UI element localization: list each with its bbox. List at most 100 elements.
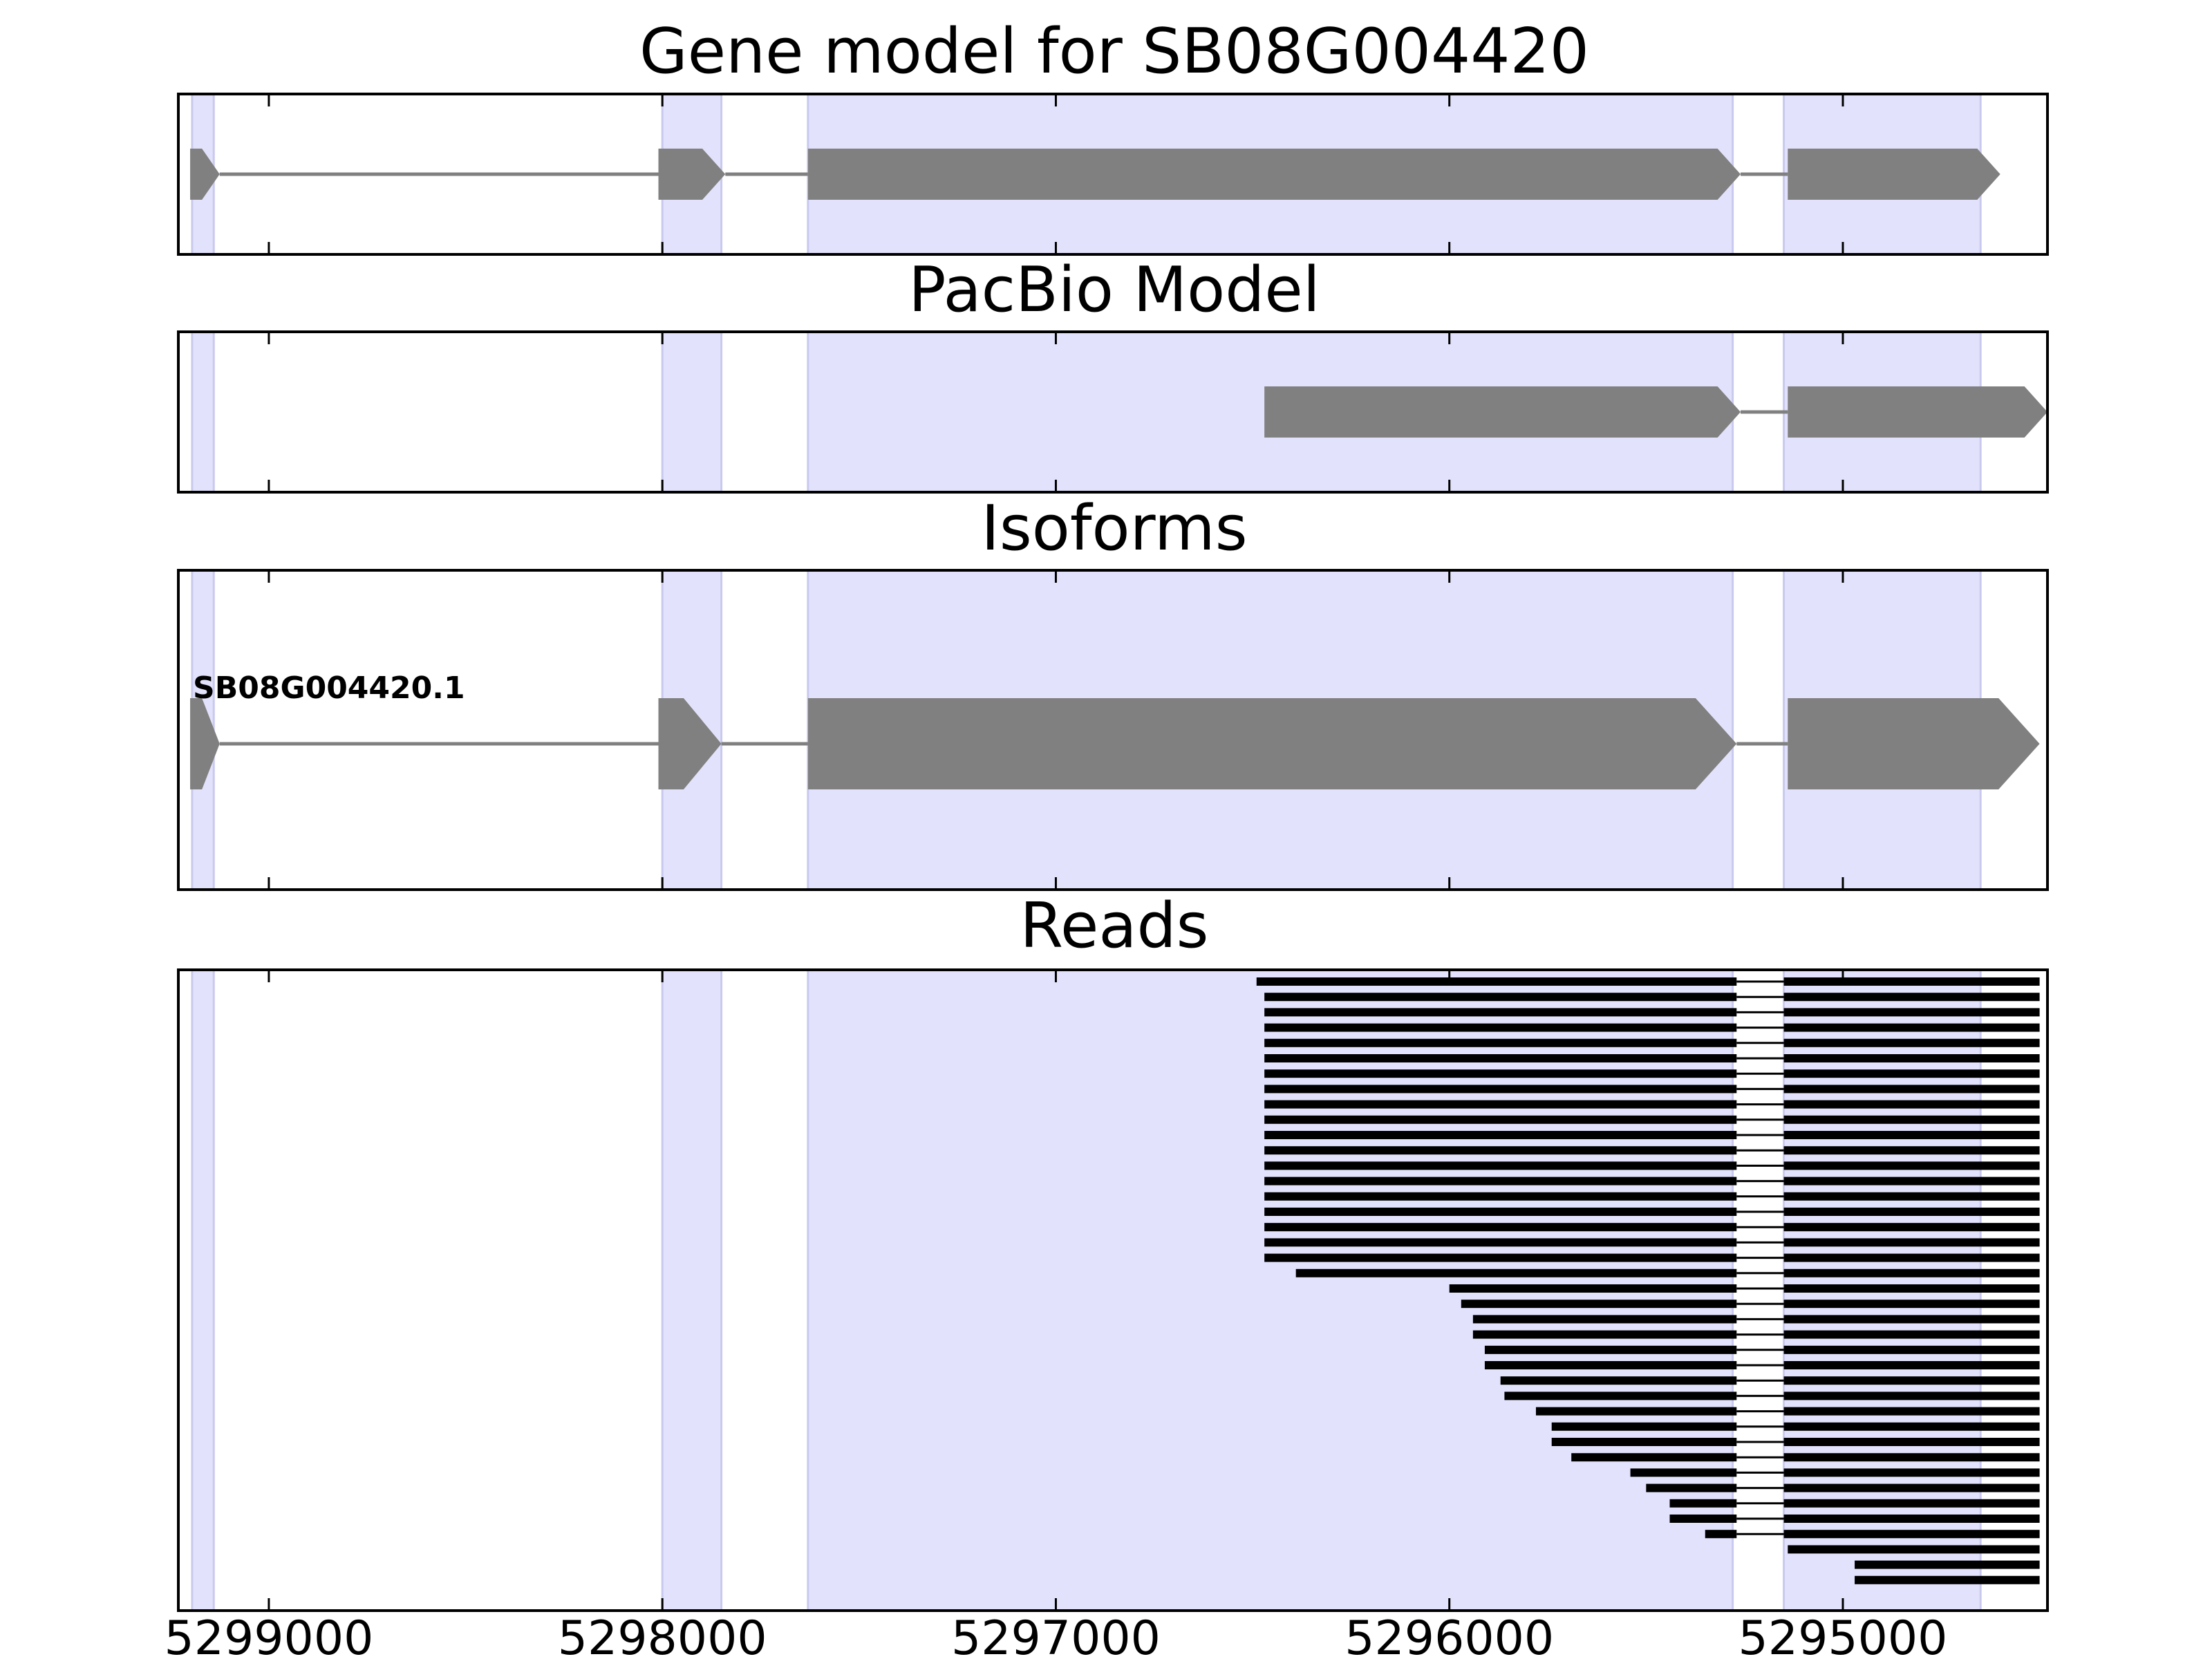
read-19-block-right	[1783, 1268, 2040, 1277]
read-5	[1264, 1054, 2040, 1062]
read-32-block-left	[1630, 1468, 1737, 1477]
x-tick-label-4: 5295000	[1738, 1611, 1948, 1659]
read-35-block-left	[1669, 1515, 1737, 1523]
read-3-block-left	[1264, 1023, 1737, 1032]
read-31	[1571, 1453, 2040, 1462]
read-39-block	[1855, 1575, 2040, 1584]
isoforms-exon-2	[807, 698, 1737, 789]
read-28-block-left	[1535, 1407, 1737, 1416]
x-tick-label-3: 5296000	[1344, 1611, 1554, 1659]
read-9-block-left	[1264, 1115, 1737, 1124]
read-2-block-left	[1264, 1008, 1737, 1017]
read-27-block-right	[1783, 1391, 2040, 1400]
read-3	[1264, 1023, 2040, 1032]
read-15-block-left	[1264, 1208, 1737, 1216]
read-12-block-right	[1783, 1161, 2040, 1170]
read-35	[1669, 1515, 2040, 1523]
pacbio-model-features	[1264, 386, 2047, 438]
read-4	[1264, 1038, 2040, 1047]
reads-panel: Reads	[177, 890, 2049, 1612]
gene_model-exon-3	[1788, 149, 2000, 200]
read-28-block-right	[1783, 1407, 2040, 1416]
read-10-block-right	[1783, 1131, 2040, 1139]
read-2-block-right	[1783, 1008, 2040, 1017]
read-8-block-right	[1783, 1100, 2040, 1109]
read-16	[1264, 1223, 2040, 1232]
isoforms-title: Isoforms	[981, 492, 1247, 565]
read-24-block-left	[1484, 1345, 1737, 1354]
reads-highlight-region-1	[661, 968, 723, 1612]
read-36	[1705, 1530, 2040, 1539]
read-4-block-right	[1783, 1038, 2040, 1047]
read-25	[1484, 1361, 2040, 1369]
read-0-block-left	[1256, 977, 1737, 986]
read-32-block-right	[1783, 1468, 2040, 1477]
read-33-block-left	[1646, 1483, 1737, 1492]
read-31-block-left	[1571, 1453, 1737, 1462]
read-25-block-left	[1484, 1361, 1737, 1369]
read-6	[1264, 1069, 2040, 1078]
reads-title: Reads	[1020, 890, 1208, 962]
read-9-block-right	[1783, 1115, 2040, 1124]
read-27	[1504, 1391, 2040, 1400]
read-34-block-left	[1669, 1499, 1737, 1508]
read-1	[1264, 993, 2040, 1002]
read-33-block-right	[1783, 1483, 2040, 1492]
read-7-block-left	[1264, 1085, 1737, 1094]
read-7	[1264, 1085, 2040, 1094]
gene-model-panel: Gene model for SB08G004420	[177, 15, 2049, 256]
read-35-block-right	[1783, 1515, 2040, 1523]
isoforms-features	[190, 698, 2040, 789]
pacbio_model-exon-0	[1264, 386, 1741, 438]
read-17	[1264, 1238, 2040, 1247]
isoforms-exon-0	[190, 698, 220, 789]
read-24-block-right	[1783, 1345, 2040, 1354]
reads-ticks	[268, 970, 1844, 1611]
isoforms-panel: Isoforms SB08G004420.1	[177, 492, 2049, 891]
read-19-block-left	[1295, 1268, 1737, 1277]
read-10	[1264, 1131, 2040, 1139]
read-14	[1264, 1192, 2040, 1201]
read-33	[1646, 1483, 2040, 1492]
read-37-block	[1788, 1545, 2040, 1554]
read-11	[1264, 1146, 2040, 1155]
isoforms-exon-3	[1788, 698, 2040, 789]
read-12-block-left	[1264, 1161, 1737, 1170]
read-15	[1264, 1208, 2040, 1216]
read-5-block-right	[1783, 1054, 2040, 1062]
read-29	[1551, 1422, 2040, 1431]
read-18-block-right	[1783, 1253, 2040, 1262]
read-20-block-left	[1449, 1284, 1737, 1293]
read-36-block-left	[1705, 1530, 1737, 1539]
pacbio-model-ticks	[268, 332, 1844, 492]
read-6-block-left	[1264, 1069, 1737, 1078]
read-14-block-right	[1783, 1192, 2040, 1201]
read-26-block-left	[1500, 1376, 1737, 1385]
pacbio_model-highlight-region-0	[191, 330, 215, 494]
read-8	[1264, 1100, 2040, 1109]
read-21-block-left	[1461, 1300, 1737, 1309]
read-22	[1472, 1315, 2040, 1324]
gene-model-frame	[177, 93, 2049, 256]
read-3-block-right	[1783, 1023, 2040, 1032]
read-5-block-left	[1264, 1054, 1737, 1062]
read-15-block-right	[1783, 1208, 2040, 1216]
read-29-block-right	[1783, 1422, 2040, 1431]
isoform-label: SB08G004420.1	[193, 671, 465, 706]
read-23-block-right	[1783, 1330, 2040, 1339]
x-axis-tick-labels: 5299000 5298000 5297000 5296000 5295000	[165, 1611, 1948, 1659]
pacbio_model-highlight-region-1	[661, 330, 723, 494]
read-32	[1630, 1468, 2040, 1477]
isoforms-frame	[177, 569, 2049, 891]
read-26	[1500, 1376, 2040, 1385]
read-13-block-left	[1264, 1177, 1737, 1185]
read-22-block-right	[1783, 1315, 2040, 1324]
read-22-block-left	[1472, 1315, 1737, 1324]
read-14-block-left	[1264, 1192, 1737, 1201]
gene_model-exon-1	[658, 149, 726, 200]
read-16-block-left	[1264, 1223, 1737, 1232]
read-11-block-left	[1264, 1146, 1737, 1155]
read-21-block-right	[1783, 1300, 2040, 1309]
read-1-block-left	[1264, 993, 1737, 1002]
